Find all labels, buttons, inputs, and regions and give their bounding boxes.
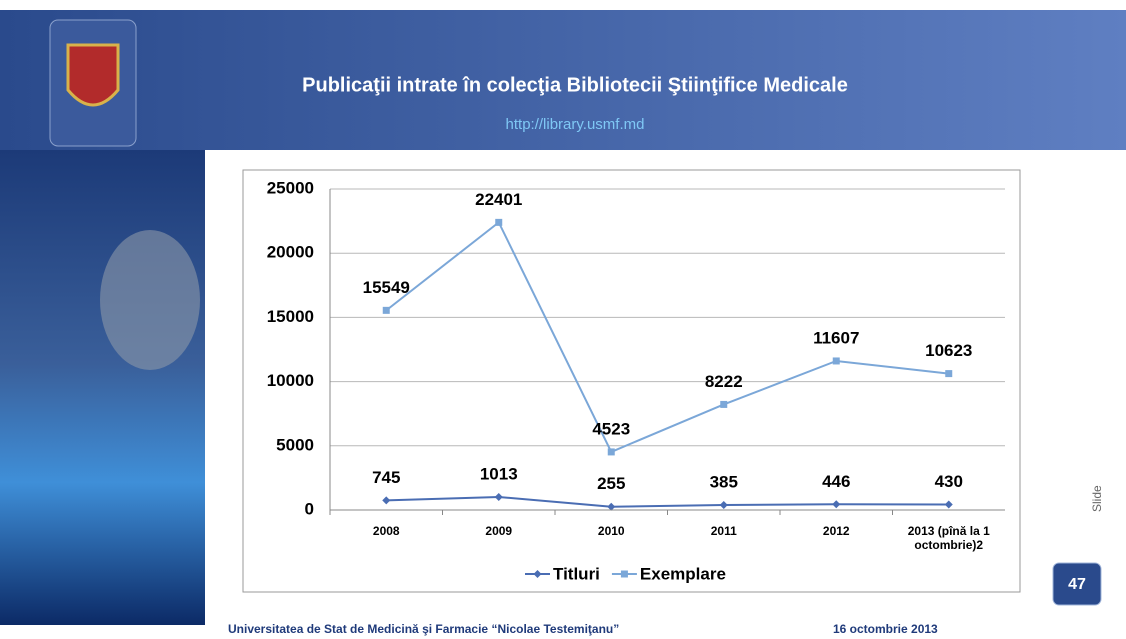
data-label: 8222 (705, 372, 743, 391)
marker (620, 570, 628, 578)
data-label: 1013 (480, 464, 518, 483)
marker (494, 492, 503, 501)
series-line (386, 495, 949, 508)
data-label: 255 (597, 474, 625, 493)
marker (832, 500, 841, 509)
x-tick-label: 2009 (485, 524, 513, 538)
marker (945, 370, 953, 378)
marker (382, 496, 391, 505)
footer-university: Universitatea de Stat de Medicină şi Far… (228, 622, 619, 636)
header-url: http://library.usmf.md (506, 116, 645, 133)
data-label: 10623 (925, 341, 972, 360)
slide-number-box (1052, 562, 1102, 606)
data-label: 15549 (363, 278, 410, 297)
y-tick-label: 20000 (267, 243, 314, 262)
x-tick-label: 2010 (597, 524, 625, 538)
legend-label: Exemplare (640, 564, 726, 583)
marker (533, 570, 542, 578)
marker (495, 218, 503, 226)
data-label: 385 (710, 473, 738, 492)
side-photo (100, 230, 200, 370)
marker (832, 357, 840, 365)
data-label: 430 (935, 472, 963, 491)
data-label: 745 (372, 468, 400, 487)
y-tick-label: 5000 (276, 435, 314, 454)
marker (720, 400, 728, 408)
data-label: 4523 (592, 419, 630, 438)
data-label: 446 (822, 472, 850, 491)
x-tick-label: 2008 (372, 524, 400, 538)
marker (719, 501, 728, 510)
x-tick-label: 2012 (822, 524, 850, 538)
side-panel (0, 150, 205, 625)
footer-date: 16 octombrie 2013 (833, 622, 938, 636)
slide-number: 47 (1068, 576, 1086, 593)
header-band (0, 10, 1126, 150)
y-tick-label: 25000 (267, 178, 314, 197)
x-tick-label: 2013 (pînă la 1 octombrie)2 (907, 524, 990, 552)
marker (382, 306, 390, 314)
series-line (385, 220, 949, 454)
slide-label: Slide (1090, 485, 1104, 512)
y-tick-label: 0 (305, 499, 314, 518)
legend-label: Titluri (553, 564, 600, 583)
data-label: 22401 (475, 190, 522, 209)
marker (607, 502, 616, 511)
y-tick-label: 15000 (267, 307, 314, 326)
data-label: 11607 (813, 328, 859, 347)
logo-shield (66, 43, 120, 107)
y-tick-label: 10000 (267, 371, 314, 390)
marker (607, 448, 615, 456)
x-tick-label: 2011 (710, 524, 737, 538)
marker (944, 500, 953, 509)
chart-frame (242, 169, 1021, 593)
header-title: Publicaţii intrate în colecţia Bibliotec… (302, 74, 848, 96)
